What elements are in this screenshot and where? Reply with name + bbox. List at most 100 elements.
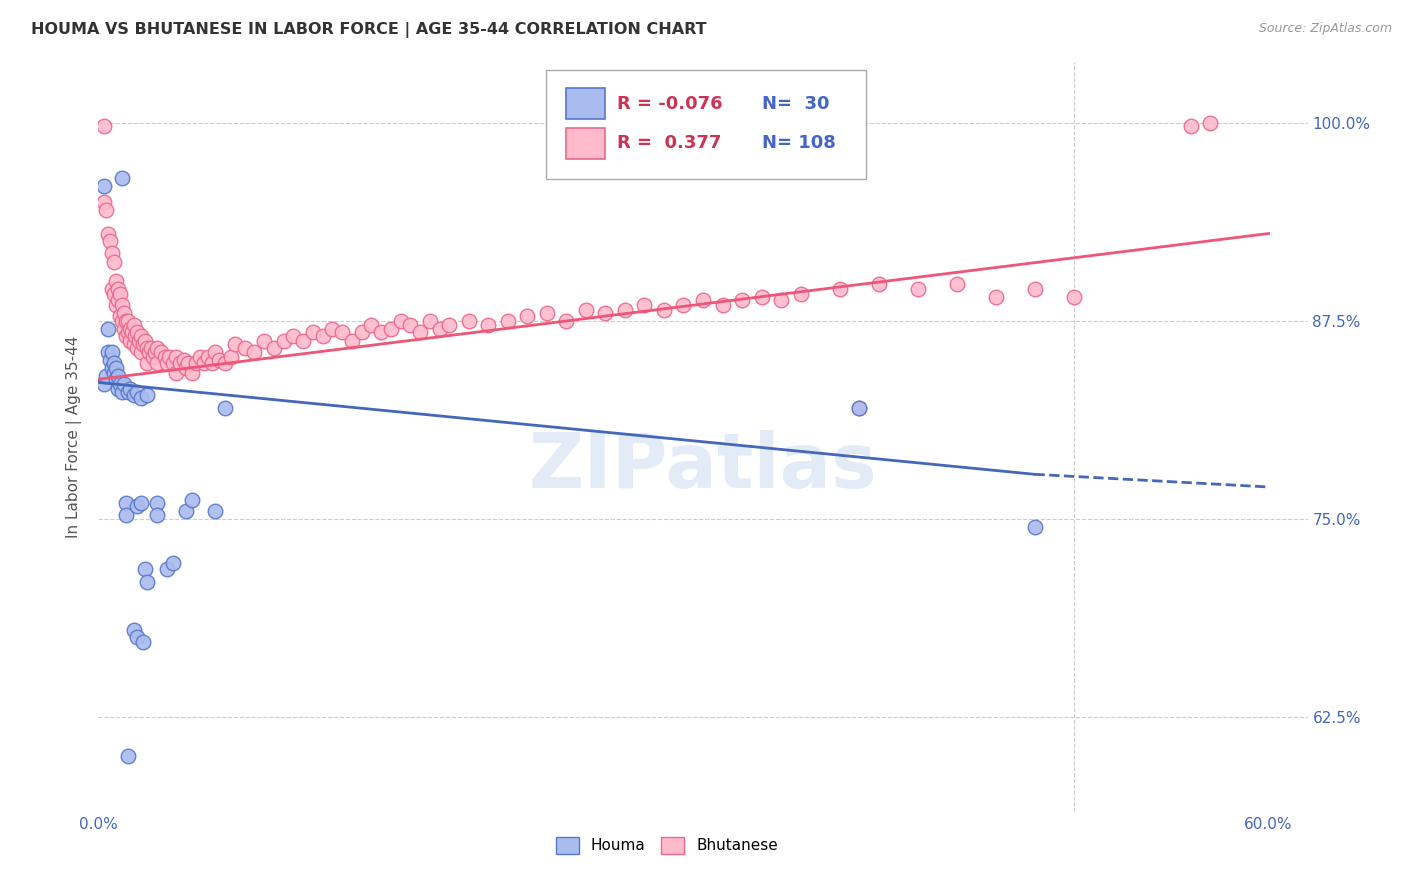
Point — [132, 337, 155, 351]
Point — [224, 337, 246, 351]
Point — [107, 282, 129, 296]
Point — [103, 255, 125, 269]
Point — [97, 321, 120, 335]
Point — [516, 309, 538, 323]
Point — [173, 353, 195, 368]
Point — [121, 325, 143, 339]
Point — [848, 401, 870, 415]
Point — [104, 361, 127, 376]
Point — [243, 345, 266, 359]
Point — [340, 334, 363, 349]
Point — [204, 345, 226, 359]
Point — [118, 334, 141, 349]
Point — [595, 306, 617, 320]
Point — [169, 356, 191, 370]
Point — [711, 298, 734, 312]
Point — [101, 361, 124, 376]
Point — [945, 277, 967, 292]
FancyBboxPatch shape — [567, 128, 605, 159]
Point — [177, 356, 200, 370]
Point — [165, 350, 187, 364]
Point — [233, 341, 256, 355]
Point — [146, 496, 169, 510]
Point — [112, 306, 135, 320]
Point — [868, 277, 890, 292]
Point — [127, 341, 149, 355]
Point — [143, 345, 166, 359]
Point — [575, 302, 598, 317]
Point — [114, 496, 136, 510]
Point — [117, 749, 139, 764]
Point — [104, 274, 127, 288]
Point — [118, 321, 141, 335]
Point — [409, 325, 432, 339]
FancyBboxPatch shape — [546, 70, 866, 178]
Text: ZIPatlas: ZIPatlas — [529, 430, 877, 504]
Point — [692, 293, 714, 307]
Point — [138, 345, 160, 359]
Point — [127, 631, 149, 645]
Point — [104, 372, 127, 386]
Point — [93, 119, 115, 133]
Point — [188, 350, 211, 364]
Point — [146, 356, 169, 370]
Point — [193, 356, 215, 370]
Point — [111, 384, 134, 399]
Point — [181, 492, 204, 507]
Point — [97, 227, 120, 241]
Point — [122, 337, 145, 351]
Point — [429, 321, 451, 335]
Point — [96, 369, 118, 384]
Point — [103, 366, 125, 380]
Point — [101, 345, 124, 359]
Point — [1024, 519, 1046, 533]
Point — [477, 318, 499, 333]
Point — [136, 356, 159, 370]
Point — [731, 293, 754, 307]
Point — [132, 635, 155, 649]
Point — [555, 313, 578, 327]
Point — [112, 321, 135, 335]
Point — [174, 504, 197, 518]
Point — [118, 382, 141, 396]
Point — [156, 356, 179, 370]
Point — [614, 302, 637, 317]
Point — [496, 313, 519, 327]
Point — [380, 321, 402, 335]
Point — [1180, 119, 1202, 133]
Point — [134, 334, 156, 349]
Point — [114, 329, 136, 343]
Point — [157, 350, 180, 364]
Point — [214, 356, 236, 370]
Point — [134, 562, 156, 576]
Point — [273, 334, 295, 349]
Point — [111, 313, 134, 327]
Point — [117, 313, 139, 327]
Point — [652, 302, 675, 317]
Point — [111, 298, 134, 312]
Point — [127, 499, 149, 513]
Point — [350, 325, 373, 339]
Point — [149, 345, 172, 359]
Text: N= 108: N= 108 — [762, 135, 837, 153]
Point — [112, 377, 135, 392]
Point — [98, 235, 121, 249]
Point — [101, 282, 124, 296]
Point — [263, 341, 285, 355]
Point — [104, 298, 127, 312]
Point — [200, 356, 222, 370]
Point — [93, 179, 115, 194]
Text: R = -0.076: R = -0.076 — [617, 95, 723, 112]
Point — [1063, 290, 1085, 304]
Point — [769, 293, 792, 307]
Point — [672, 298, 695, 312]
Point — [370, 325, 392, 339]
Point — [219, 350, 242, 364]
Point — [458, 313, 481, 327]
Point — [174, 361, 197, 376]
Point — [131, 391, 153, 405]
Point — [146, 341, 169, 355]
Point — [108, 286, 131, 301]
Point — [751, 290, 773, 304]
Point — [96, 202, 118, 217]
